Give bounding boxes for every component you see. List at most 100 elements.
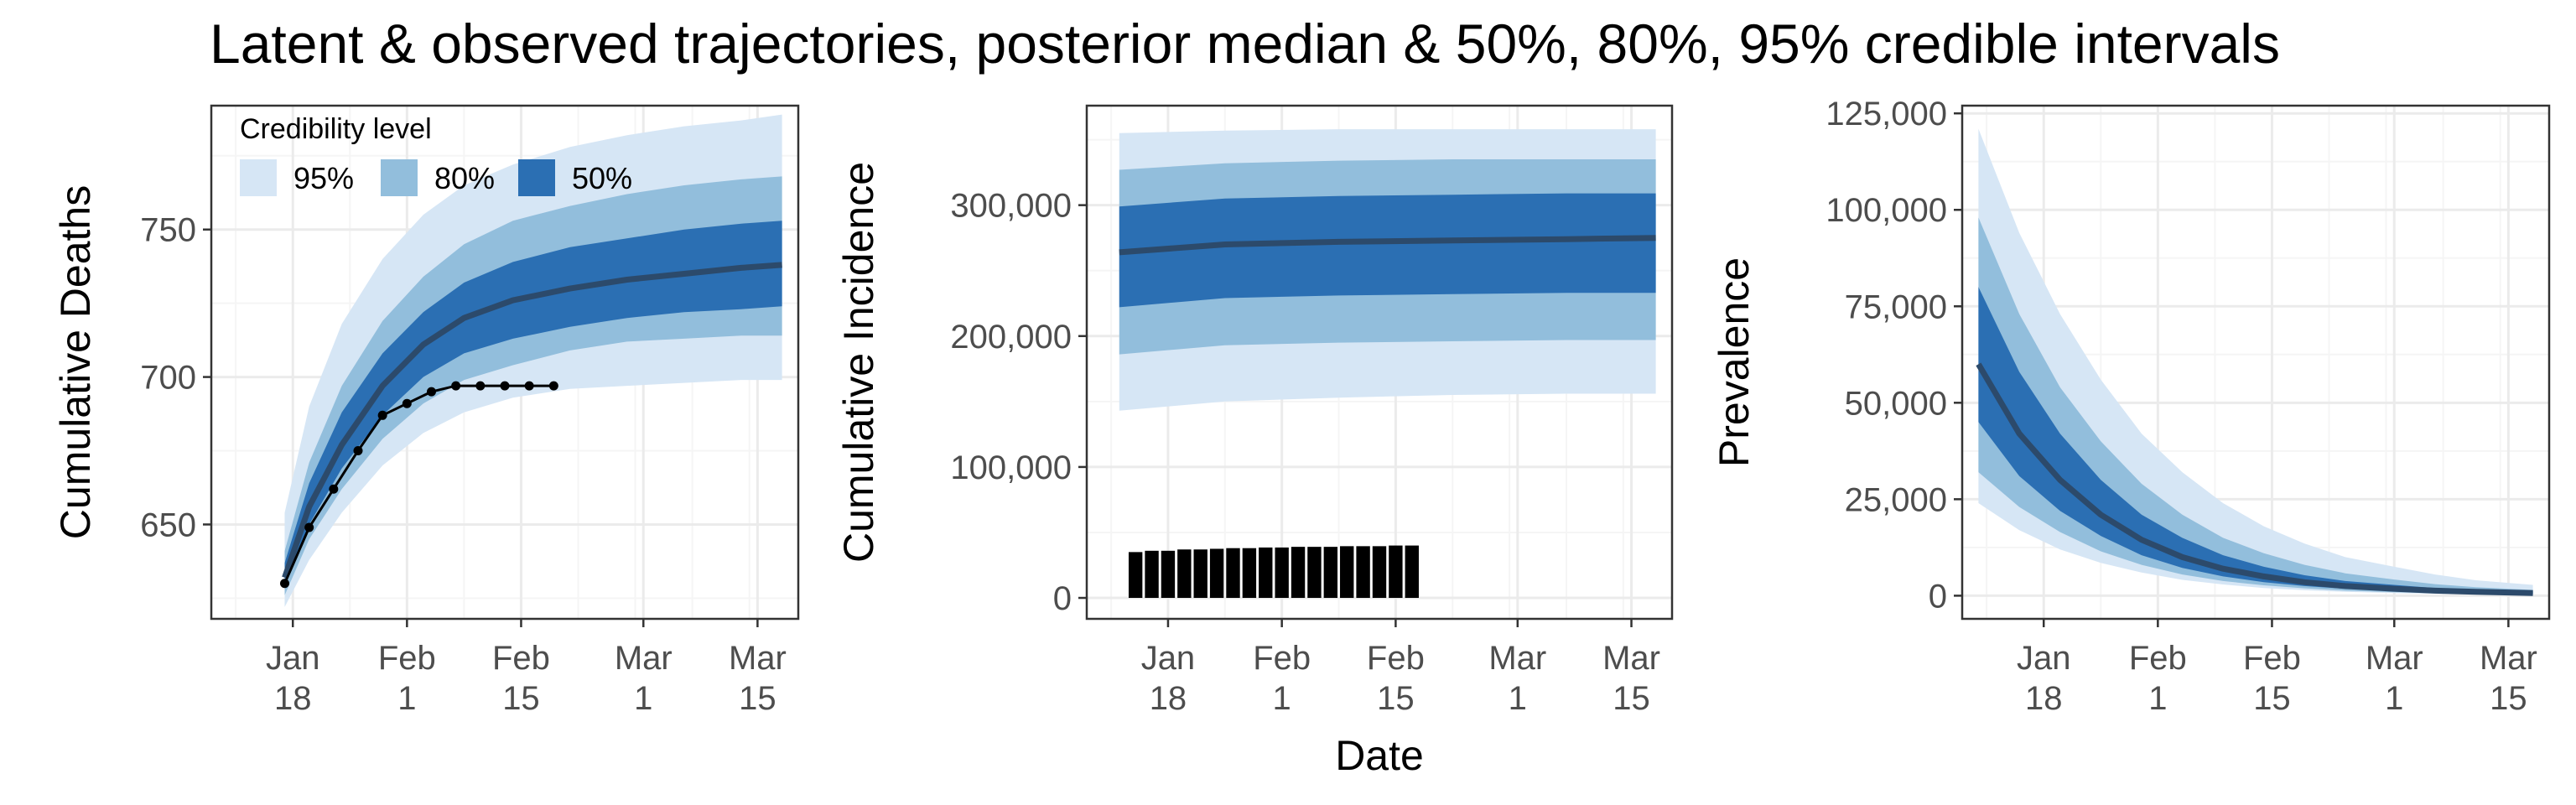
observed-bar	[1145, 550, 1159, 599]
x-tick-label-line: Mar	[2480, 640, 2537, 677]
observed-point	[402, 398, 412, 408]
x-tick-label-line: Mar	[1602, 640, 1660, 677]
observed-point	[329, 484, 339, 494]
x-tick-label: Feb 15	[492, 640, 550, 717]
panel-border	[1085, 104, 1674, 621]
observed-bar	[1389, 545, 1403, 599]
y-tick-label: 650	[140, 506, 196, 543]
y-tick-label: 50,000	[1845, 385, 1947, 422]
observed-point	[377, 410, 387, 420]
observed-bar	[1323, 547, 1338, 599]
observed-bar	[1226, 548, 1240, 599]
x-tick-label: Mar 15	[1602, 640, 1660, 717]
observed-bar	[1356, 546, 1370, 599]
legend-key-50	[518, 159, 555, 196]
median-line	[1976, 362, 2533, 596]
x-tick-label-line: 15	[2490, 680, 2527, 717]
observed-bar	[1242, 548, 1257, 599]
observed-point	[353, 446, 363, 456]
x-tick-label-line: Mar	[729, 640, 787, 677]
x-tick-label-line: 1	[2148, 680, 2167, 717]
x-tick-label-line: Feb	[2243, 640, 2301, 677]
band-50	[284, 221, 782, 587]
x-tick-label-line: 1	[634, 680, 652, 717]
chart-title: Latent & observed trajectories, posterio…	[210, 13, 2280, 75]
x-tick-label: Mar 1	[615, 640, 673, 717]
observed-bar	[1307, 547, 1322, 599]
x-tick-label: Jan 18	[2017, 640, 2071, 717]
x-tick-label-line: 15	[502, 680, 540, 717]
y-tick-label: 75,000	[1845, 288, 1947, 325]
band-50	[1119, 193, 1656, 308]
observed-bar	[1177, 549, 1192, 599]
y-tick-label: 300,000	[950, 188, 1072, 225]
legend-key-80	[381, 159, 418, 196]
x-tick-label-line: 15	[739, 680, 776, 717]
observed-bar	[1291, 547, 1306, 599]
x-tick-label-line: 1	[1509, 680, 1527, 717]
x-tick-label-line: 1	[2385, 680, 2403, 717]
x-tick-label-line: Feb	[1367, 640, 1425, 677]
x-tick-label-line: Feb	[378, 640, 436, 677]
x-tick-label-line: 1	[397, 680, 416, 717]
legend-title: Credibility level	[240, 113, 432, 145]
legend-label: 50%	[572, 161, 632, 195]
observed-point	[427, 387, 436, 397]
x-tick-label-line: 18	[2025, 680, 2063, 717]
panel-2: 0 25,000 50,000 75,000 100,000 125,000 Jan 18 Fe…	[1711, 96, 2551, 717]
x-tick-label-line: 15	[1377, 680, 1415, 717]
x-tick-label: Feb 1	[378, 640, 436, 717]
x-tick-label-line: Jan	[266, 640, 320, 677]
observed-point	[451, 381, 461, 391]
observed-bar	[1275, 547, 1289, 599]
x-tick-label: Mar 1	[2366, 640, 2423, 717]
x-tick-label-line: 18	[1150, 680, 1187, 717]
observed-bar	[1372, 546, 1387, 599]
x-axis-title: Date	[1335, 732, 1424, 779]
x-tick-label-line: Mar	[615, 640, 673, 677]
x-tick-label: Feb 1	[2129, 640, 2187, 717]
x-tick-label-line: Mar	[2366, 640, 2423, 677]
x-tick-label-line: Feb	[2129, 640, 2187, 677]
y-axis-title: Cumulative Incidence	[835, 162, 882, 563]
y-tick-label: 0	[1929, 578, 1947, 615]
x-tick-label-line: 15	[2253, 680, 2291, 717]
observed-bar	[1340, 546, 1354, 599]
x-tick-label-line: 18	[274, 680, 312, 717]
x-tick-label: Jan 18	[1141, 640, 1196, 717]
observed-point	[500, 381, 510, 391]
y-tick-label: 25,000	[1845, 481, 1947, 518]
legend: Credibility level 95% 80% 50%	[240, 113, 632, 196]
x-tick-label: Feb 15	[1367, 640, 1425, 717]
x-tick-label-line: Feb	[1253, 640, 1311, 677]
x-tick-label-line: 15	[1613, 680, 1650, 717]
y-tick-label: 200,000	[950, 319, 1072, 356]
median-line	[282, 262, 782, 579]
x-tick-label-line: Feb	[492, 640, 550, 677]
observed-point	[304, 522, 314, 532]
y-tick-label: 100,000	[1826, 192, 1947, 229]
y-tick-label: 0	[1053, 580, 1072, 617]
observed-bar	[1128, 552, 1143, 599]
median-line	[1119, 235, 1656, 256]
observed-bar	[1193, 549, 1208, 599]
x-tick-label-line: Jan	[2017, 640, 2071, 677]
panel-border	[210, 104, 800, 621]
observed-point	[548, 381, 558, 391]
x-tick-label: Jan 18	[266, 640, 320, 717]
x-tick-label-line: 1	[1273, 680, 1291, 717]
x-tick-label-line: Jan	[1141, 640, 1196, 677]
y-tick-label: 750	[140, 212, 196, 249]
observed-point	[524, 381, 534, 391]
band-50	[1978, 287, 2533, 595]
legend-label: 95%	[293, 161, 354, 195]
panel-border	[1961, 104, 2551, 621]
observed-bar	[1161, 550, 1176, 599]
y-tick-label: 100,000	[950, 449, 1072, 486]
legend-label: 80%	[434, 161, 495, 195]
observed-bar	[1405, 545, 1419, 599]
y-tick-label: 125,000	[1826, 96, 1947, 132]
